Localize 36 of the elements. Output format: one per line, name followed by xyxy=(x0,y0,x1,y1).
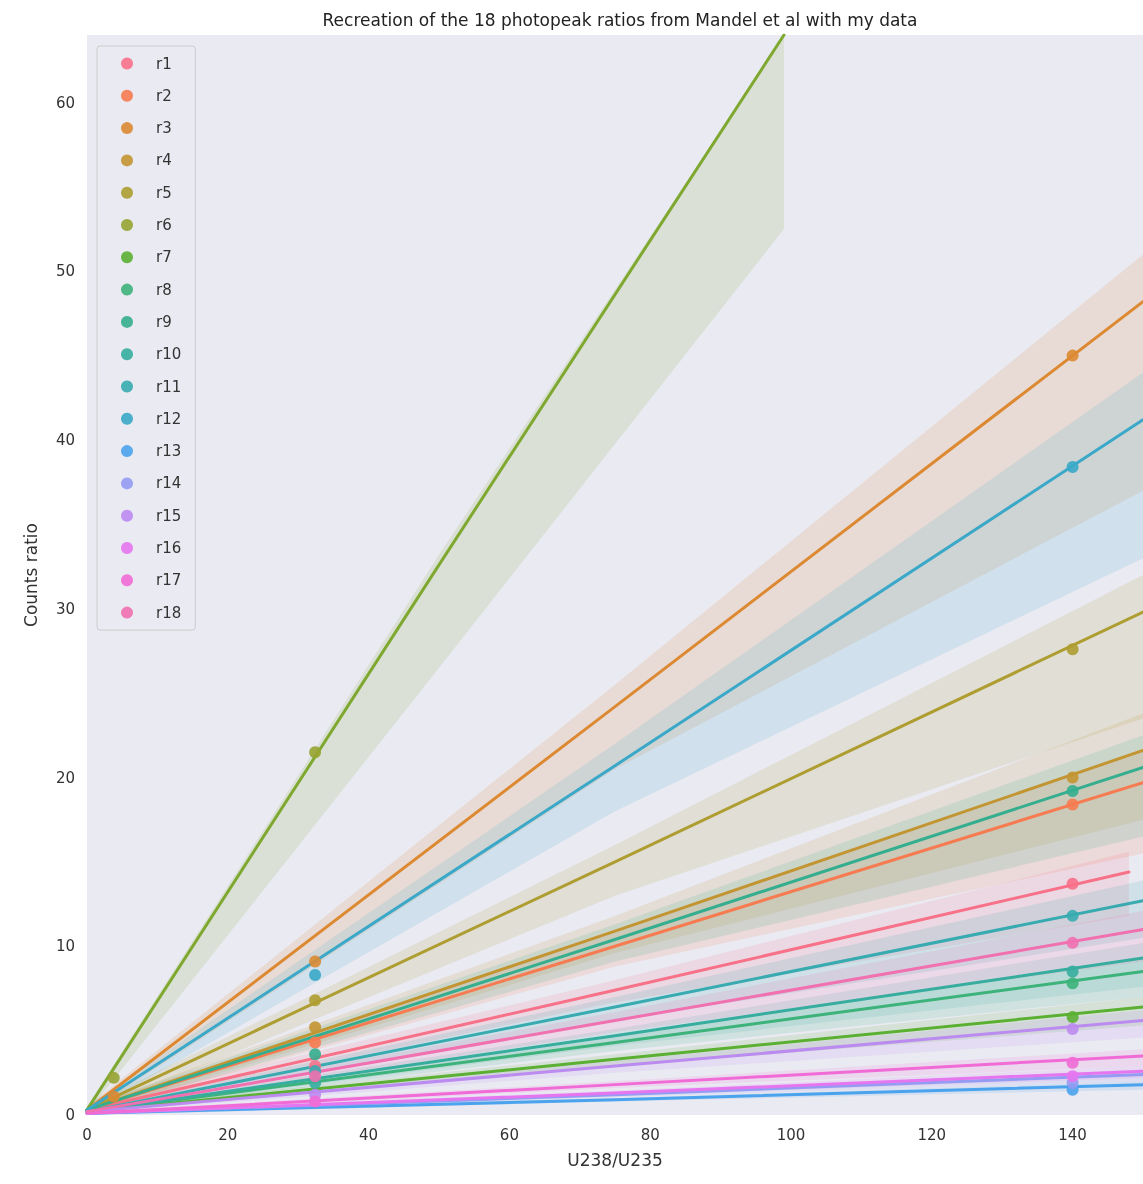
legend-label: r9 xyxy=(156,312,172,331)
legend-label: r18 xyxy=(156,603,182,622)
legend-label: r1 xyxy=(156,54,172,73)
legend-label: r13 xyxy=(156,442,182,461)
x-axis-title: U238/U235 xyxy=(567,1149,663,1170)
legend-label: r3 xyxy=(156,119,172,138)
x-tick-label: 80 xyxy=(640,1125,660,1144)
y-tick-label: 20 xyxy=(55,768,75,787)
x-tick-label: 60 xyxy=(499,1125,519,1144)
y-tick-label: 60 xyxy=(55,93,75,112)
y-tick-label: 30 xyxy=(55,599,75,618)
legend-label: r2 xyxy=(156,86,172,105)
chart-title: Recreation of the 18 photopeak ratios from Mandel et al with my data xyxy=(322,9,918,30)
legend-label: r15 xyxy=(156,506,182,525)
legend-label: r12 xyxy=(156,409,182,428)
legend-label: r6 xyxy=(156,216,172,234)
legend-label: r10 xyxy=(156,345,182,364)
y-tick-label: 10 xyxy=(55,937,75,956)
legend-label: r11 xyxy=(156,377,182,396)
legend-label: r16 xyxy=(156,539,182,557)
x-tick-label: 0 xyxy=(82,1125,92,1144)
legend-label: r17 xyxy=(156,571,182,590)
legend-label: r4 xyxy=(156,151,172,170)
x-tick-label: 140 xyxy=(1058,1125,1087,1144)
x-tick-label: 40 xyxy=(359,1125,379,1144)
legend-label: r7 xyxy=(156,248,172,267)
y-tick-label: 40 xyxy=(55,431,75,449)
legend-label: r8 xyxy=(156,280,172,299)
y-tick-label: 0 xyxy=(65,1106,75,1124)
y-tick-label: 50 xyxy=(55,262,75,281)
legend-label: r14 xyxy=(156,474,182,493)
x-tick-label: 120 xyxy=(917,1125,947,1144)
x-tick-label: 100 xyxy=(776,1125,806,1144)
x-tick-label: 20 xyxy=(218,1125,238,1144)
legend-label: r5 xyxy=(156,183,172,202)
y-axis-title: Counts ratio xyxy=(20,523,41,627)
